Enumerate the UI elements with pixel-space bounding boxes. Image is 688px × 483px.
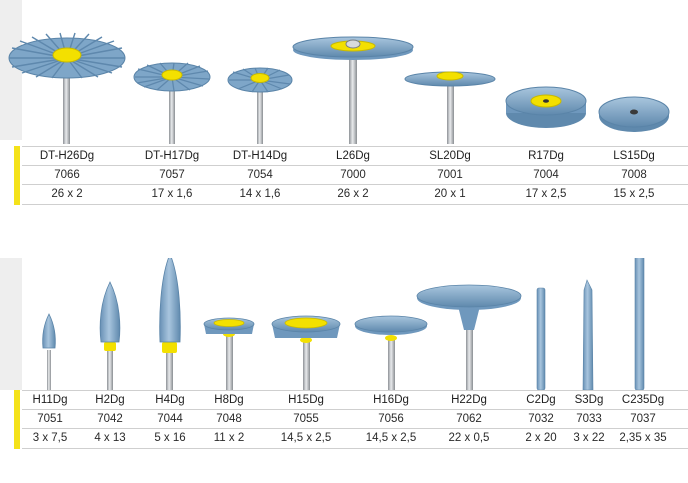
bottom-size-cell: 2 x 20: [525, 432, 557, 444]
product-h16dg-icon: [354, 315, 428, 390]
top-name-cell: SL20Dg: [429, 150, 471, 162]
bottom-size-cell: 14,5 x 2,5: [365, 432, 417, 444]
product-h2dg-icon: [99, 281, 121, 390]
product-r17dg-icon: [505, 86, 587, 128]
bottom-size-cell: 3 x 7,5: [32, 432, 68, 444]
top-name-cell: LS15Dg: [613, 150, 655, 162]
product-c2dg-icon: [536, 287, 546, 390]
product-s3dg-icon: [582, 279, 594, 390]
bottom-size-cell: 14,5 x 2,5: [280, 432, 332, 444]
top-size-cell: 20 x 1: [434, 188, 466, 200]
top-name-cell: DT-H17Dg: [144, 150, 200, 162]
bottom-name-cell: H2Dg: [95, 394, 125, 406]
top-name-cell: DT-H26Dg: [39, 150, 95, 162]
bottom-size-cell: 11 x 2: [213, 432, 245, 444]
bottom-name-cell: C235Dg: [621, 394, 665, 406]
product-h8dg-icon: [203, 317, 255, 390]
top-size-row: 26 x 2 17 x 1,6 14 x 1,6 26 x 2 20 x 1 1…: [22, 184, 688, 205]
product-sl20dg-icon: [404, 71, 496, 144]
top-name-row: DT-H26Dg DT-H17Dg DT-H14Dg L26Dg SL20Dg …: [22, 146, 688, 166]
top-size-cell: 26 x 2: [51, 188, 83, 200]
top-number-cell: 7001: [437, 169, 463, 181]
bottom-number-cell: 7044: [157, 413, 183, 425]
top-number-cell: 7066: [54, 169, 80, 181]
bottom-number-cell: 7051: [37, 413, 63, 425]
bottom-product-table: H11Dg H2Dg H4Dg H8Dg H15Dg H16Dg H22Dg C…: [0, 390, 688, 452]
product-c235dg-icon: [634, 258, 645, 390]
bottom-name-cell: H8Dg: [214, 394, 244, 406]
bottom-size-cell: 5 x 16: [154, 432, 186, 444]
bottom-number-row: 7051 7042 7044 7048 7055 7056 7062 7032 …: [22, 409, 688, 429]
bottom-panel: H11Dg H2Dg H4Dg H8Dg H15Dg H16Dg H22Dg C…: [0, 258, 688, 483]
product-dt-h17dg-icon: [133, 62, 211, 144]
top-name-cell: R17Dg: [528, 150, 564, 162]
bottom-name-cell: H15Dg: [288, 394, 324, 406]
top-side-band: [0, 0, 22, 140]
bottom-number-cell: 7032: [528, 413, 554, 425]
bottom-side-band: [0, 258, 22, 390]
top-size-cell: 26 x 2: [337, 188, 369, 200]
bottom-size-cell: 3 x 22: [573, 432, 605, 444]
bottom-name-cell: H22Dg: [451, 394, 487, 406]
bottom-name-cell: H16Dg: [373, 394, 409, 406]
bottom-number-cell: 7042: [97, 413, 123, 425]
top-products-illustration: [8, 32, 670, 144]
bottom-number-cell: 7033: [576, 413, 602, 425]
bottom-size-row: 3 x 7,5 4 x 13 5 x 16 11 x 2 14,5 x 2,5 …: [22, 428, 688, 449]
product-h4dg-icon: [159, 258, 181, 390]
product-h15dg-icon: [271, 315, 341, 390]
bottom-number-cell: 7062: [456, 413, 482, 425]
bottom-number-cell: 7048: [216, 413, 242, 425]
top-number-cell: 7004: [533, 169, 559, 181]
top-size-cell: 17 x 1,6: [151, 188, 193, 200]
bottom-name-cell: H11Dg: [32, 394, 68, 406]
top-size-cell: 15 x 2,5: [613, 188, 655, 200]
bottom-number-cell: 7056: [378, 413, 404, 425]
top-name-cell: L26Dg: [336, 150, 370, 162]
product-h11dg-icon: [42, 313, 56, 390]
top-panel: DT-H26Dg DT-H17Dg DT-H14Dg L26Dg SL20Dg …: [0, 0, 688, 210]
bottom-products-illustration: [42, 258, 645, 390]
top-size-cell: 17 x 2,5: [525, 188, 567, 200]
top-table-accent-bar: [14, 146, 20, 205]
bottom-name-row: H11Dg H2Dg H4Dg H8Dg H15Dg H16Dg H22Dg C…: [22, 390, 688, 410]
top-product-table: DT-H26Dg DT-H17Dg DT-H14Dg L26Dg SL20Dg …: [0, 146, 688, 206]
top-number-cell: 7054: [247, 169, 273, 181]
bottom-table-accent-bar: [14, 390, 20, 449]
bottom-name-cell: H4Dg: [155, 394, 185, 406]
bottom-number-cell: 7055: [293, 413, 319, 425]
bottom-size-cell: 2,35 x 35: [619, 432, 667, 444]
top-size-cell: 14 x 1,6: [239, 188, 281, 200]
product-h22dg-icon: [416, 284, 522, 390]
top-number-row: 7066 7057 7054 7000 7001 7004 7008: [22, 165, 688, 185]
product-ls15dg-icon: [598, 96, 670, 132]
bottom-number-cell: 7037: [630, 413, 656, 425]
top-name-cell: DT-H14Dg: [232, 150, 288, 162]
bottom-size-cell: 22 x 0,5: [448, 432, 490, 444]
bottom-name-cell: S3Dg: [574, 394, 604, 406]
bottom-name-cell: C2Dg: [526, 394, 556, 406]
bottom-size-cell: 4 x 13: [94, 432, 126, 444]
top-number-cell: 7057: [159, 169, 185, 181]
top-number-cell: 7008: [621, 169, 647, 181]
product-dt-h26dg-icon: [8, 32, 126, 144]
top-number-cell: 7000: [340, 169, 366, 181]
product-dt-h14dg-icon: [227, 67, 293, 144]
product-l26dg-icon: [292, 36, 414, 144]
